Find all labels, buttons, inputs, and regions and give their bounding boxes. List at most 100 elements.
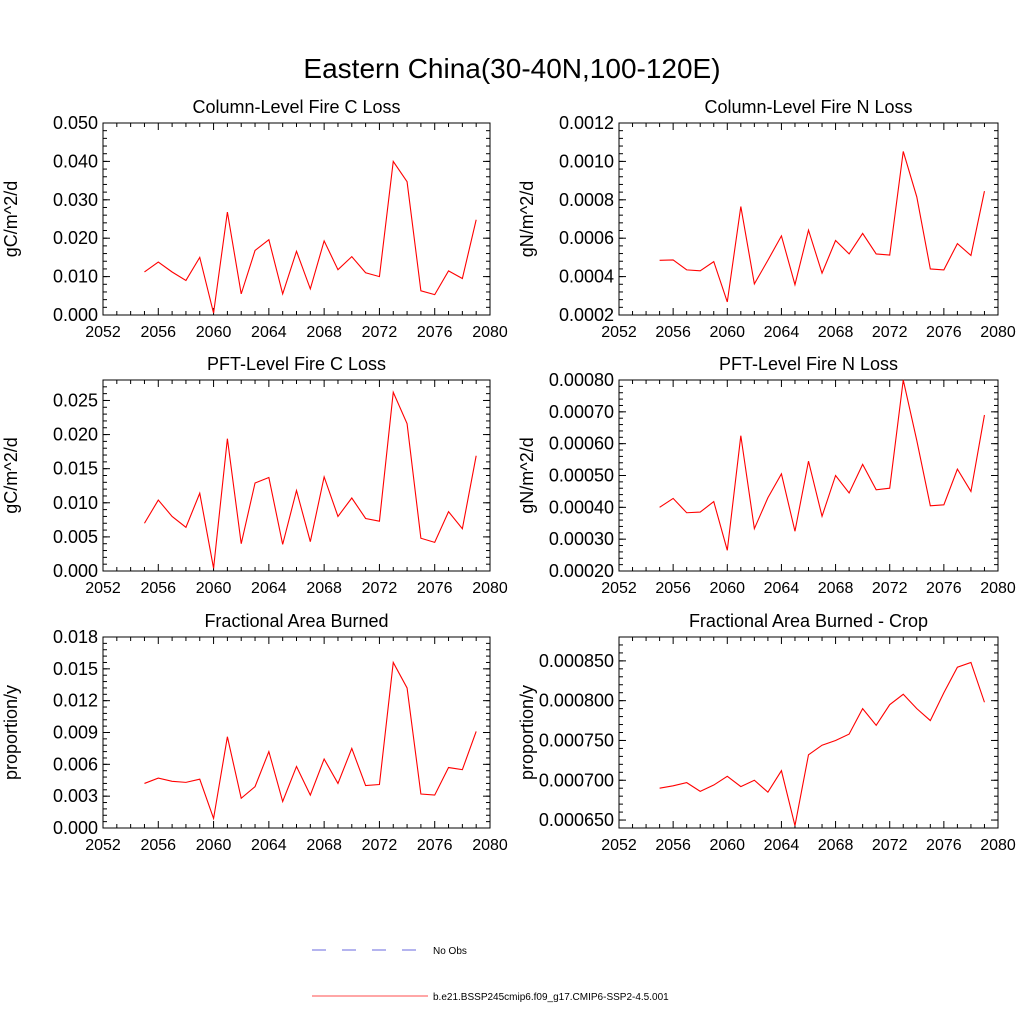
x-tick-label: 2052 — [601, 324, 637, 341]
y-tick-label: 0.003 — [53, 786, 98, 806]
y-axis-label: gC/m^2/d — [1, 437, 21, 513]
x-tick-label: 2056 — [140, 837, 176, 854]
x-tick-label: 2080 — [472, 324, 508, 341]
y-tick-label: 0.0010 — [559, 151, 614, 171]
y-tick-label: 0.005 — [53, 527, 98, 547]
plot-frame — [102, 122, 491, 316]
y-tick-label: 0.00030 — [549, 529, 614, 549]
chart-panel: Column-Level Fire N Loss gN/m^2/d 2052 2056… — [517, 97, 1016, 341]
y-tick-label: 0.0006 — [559, 228, 614, 248]
legend-label: No Obs — [433, 946, 467, 957]
x-tick-label: 2060 — [196, 580, 232, 597]
x-tick-label: 2076 — [926, 324, 962, 341]
y-tick-label: 0.010 — [53, 267, 98, 287]
chart-panel: Fractional Area Burned proportion/y 2052 20… — [1, 611, 508, 854]
y-tick-label: 0.000650 — [539, 810, 614, 830]
y-tick-label: 0.0008 — [559, 190, 614, 210]
y-axis-label: gN/m^2/d — [517, 181, 537, 257]
x-tick-label: 2060 — [196, 324, 232, 341]
y-tick-label: 0.020 — [53, 425, 98, 445]
chart-panel: Fractional Area Burned - Crop proportion/… — [517, 611, 1016, 854]
y-tick-label: 0.010 — [53, 493, 98, 513]
x-tick-label: 2076 — [417, 580, 453, 597]
y-axis-label: gN/m^2/d — [517, 437, 537, 513]
x-tick-label: 2080 — [472, 837, 508, 854]
y-axis-label: proportion/y — [517, 685, 537, 780]
x-tick-label: 2068 — [818, 580, 854, 597]
series-line — [143, 390, 477, 569]
y-tick-label: 0.006 — [53, 754, 98, 774]
x-tick-label: 2076 — [417, 324, 453, 341]
y-tick-label: 0.030 — [53, 190, 98, 210]
y-axis-label: proportion/y — [1, 685, 21, 780]
y-tick-label: 0.000700 — [539, 770, 614, 790]
y-tick-label: 0.00080 — [549, 370, 614, 390]
panel-title: Fractional Area Burned — [204, 611, 388, 631]
figure-title: Eastern China(30-40N,100-120E) — [303, 53, 720, 84]
y-tick-label: 0.00050 — [549, 466, 614, 486]
y-tick-label: 0.050 — [53, 113, 98, 133]
x-tick-label: 2064 — [251, 580, 287, 597]
x-tick-label: 2072 — [872, 580, 908, 597]
x-tick-label: 2060 — [196, 837, 232, 854]
x-tick-label: 2056 — [655, 324, 691, 341]
plot-frame — [618, 122, 999, 316]
x-tick-label: 2052 — [85, 580, 121, 597]
x-tick-label: 2068 — [306, 324, 342, 341]
y-tick-label: 0.00060 — [549, 434, 614, 454]
x-tick-label: 2072 — [872, 837, 908, 854]
x-tick-label: 2068 — [818, 324, 854, 341]
y-tick-label: 0.000750 — [539, 730, 614, 750]
legend-label: b.e21.BSSP245cmip6.f09_g17.CMIP6-SSP2-4.… — [433, 992, 669, 1003]
x-tick-label: 2052 — [85, 324, 121, 341]
plot-frame — [618, 379, 999, 572]
x-tick-label: 2056 — [140, 580, 176, 597]
y-tick-label: 0.0002 — [559, 305, 614, 325]
x-tick-label: 2080 — [980, 837, 1016, 854]
x-tick-label: 2068 — [306, 580, 342, 597]
y-tick-label: 0.000 — [53, 818, 98, 838]
x-tick-label: 2060 — [709, 324, 745, 341]
y-tick-label: 0.00020 — [549, 561, 614, 581]
x-tick-label: 2056 — [655, 837, 691, 854]
x-tick-label: 2072 — [362, 324, 398, 341]
x-tick-label: 2064 — [764, 580, 800, 597]
plot-frame — [102, 379, 491, 572]
chart-panel: Column-Level Fire C Loss gC/m^2/d 2052 2056… — [1, 97, 508, 341]
y-axis-label: gC/m^2/d — [1, 181, 21, 257]
series-line — [144, 159, 477, 314]
y-tick-label: 0.015 — [53, 459, 98, 479]
y-tick-label: 0.000 — [53, 561, 98, 581]
x-tick-label: 2064 — [764, 837, 800, 854]
legend: No Obs b.e21.BSSP245cmip6.f09_g17.CMIP6-S… — [312, 946, 669, 1003]
panel-title: Column-Level Fire N Loss — [704, 97, 912, 117]
x-tick-label: 2060 — [709, 837, 745, 854]
x-tick-label: 2072 — [362, 837, 398, 854]
x-tick-label: 2076 — [417, 837, 453, 854]
x-tick-label: 2060 — [709, 580, 745, 597]
series-line — [659, 151, 985, 303]
y-tick-label: 0.009 — [53, 723, 98, 743]
panel-title: PFT-Level Fire C Loss — [207, 354, 386, 374]
x-tick-label: 2076 — [926, 580, 962, 597]
x-tick-label: 2056 — [655, 580, 691, 597]
x-tick-label: 2068 — [818, 837, 854, 854]
x-tick-label: 2052 — [601, 837, 637, 854]
x-tick-label: 2076 — [926, 837, 962, 854]
x-tick-label: 2068 — [306, 837, 342, 854]
panels-group: Column-Level Fire C Loss gC/m^2/d 2052 2056… — [1, 97, 1016, 854]
panel-title: Column-Level Fire C Loss — [192, 97, 400, 117]
y-tick-label: 0.018 — [53, 627, 98, 647]
y-tick-label: 0.0012 — [559, 113, 614, 133]
y-tick-label: 0.015 — [53, 659, 98, 679]
x-tick-label: 2052 — [601, 580, 637, 597]
y-tick-label: 0.025 — [53, 390, 98, 410]
x-tick-label: 2056 — [140, 324, 176, 341]
x-tick-label: 2080 — [472, 580, 508, 597]
x-tick-label: 2064 — [251, 837, 287, 854]
y-tick-label: 0.0004 — [559, 267, 614, 287]
chart-panel: PFT-Level Fire C Loss gC/m^2/d 2052 2056 206… — [1, 354, 508, 597]
y-tick-label: 0.012 — [53, 691, 98, 711]
y-tick-label: 0.020 — [53, 228, 98, 248]
